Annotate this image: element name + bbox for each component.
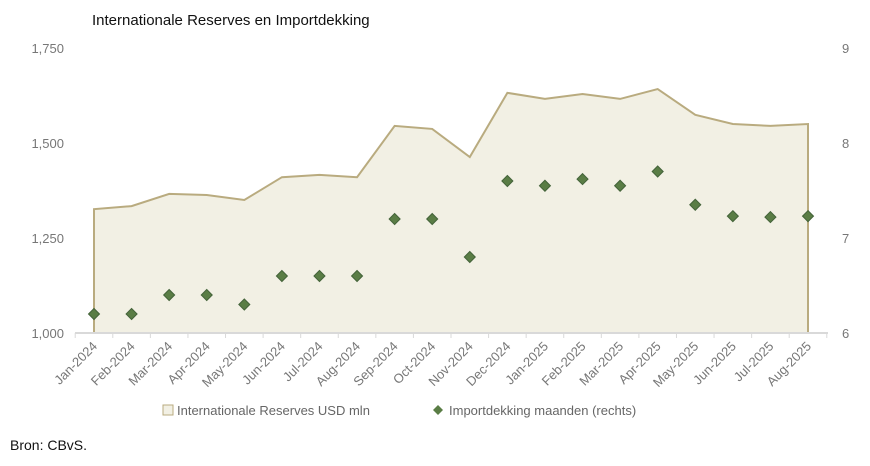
importdekking-point	[538, 179, 552, 192]
y-right-tick-label: 9	[842, 41, 849, 56]
y-left-tick-label: 1,500	[31, 136, 64, 151]
importdekking-point	[275, 269, 289, 283]
legend-swatch-reserves	[162, 404, 174, 416]
y-right-tick-label: 6	[842, 326, 849, 341]
y-left-tick-label: 1,250	[31, 231, 64, 246]
reserves-line	[93, 87, 809, 333]
importdekking-point	[613, 179, 627, 192]
y-right-tick-label: 7	[842, 231, 849, 246]
importdekking-point	[350, 269, 364, 283]
importdekking-point	[162, 288, 176, 302]
importdekking-point	[801, 209, 815, 223]
chart-title: Internationale Reserves en Importdekking	[92, 12, 370, 29]
y-left-tick-label: 1,750	[31, 41, 64, 56]
importdekking-point	[388, 212, 401, 226]
y-left-tick-label: 1,000	[31, 326, 64, 341]
importdekking-point	[726, 209, 740, 223]
importdekking-point	[87, 307, 101, 321]
y-right-tick-label: 8	[842, 136, 849, 151]
importdekking-point	[426, 212, 439, 226]
importdekking-point	[200, 288, 213, 302]
importdekking-point	[689, 198, 702, 211]
importdekking-point	[651, 165, 664, 178]
importdekking-point	[576, 172, 589, 186]
legend-label-reserves: Internationale Reserves USD mln	[177, 403, 370, 418]
legend-label-importdekking: Importdekking maanden (rechts)	[449, 403, 636, 418]
source-note: Bron: CBvS.	[10, 437, 88, 453]
importdekking-point	[501, 174, 514, 188]
reserves-area	[94, 89, 808, 333]
importdekking-point	[238, 298, 251, 311]
importdekking-point	[313, 269, 326, 283]
importdekking-point	[125, 307, 138, 321]
importdekking-point	[463, 250, 476, 264]
importdekking-point	[764, 210, 777, 224]
legend-marker-importdekking	[433, 405, 443, 415]
